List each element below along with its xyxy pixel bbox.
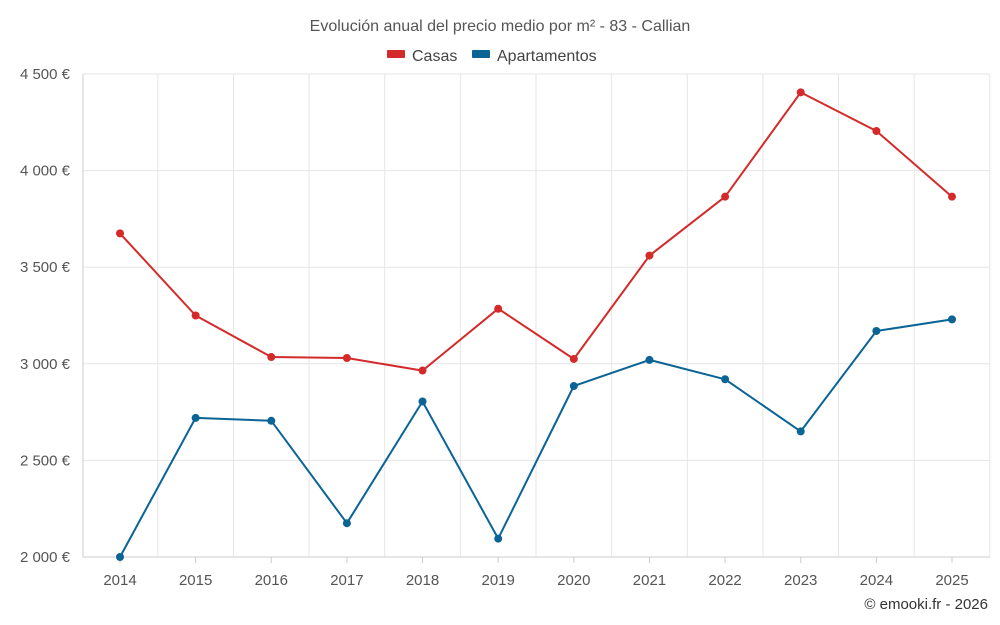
series-line-casas <box>119 91 953 372</box>
x-tick-label: 2025 <box>935 572 968 589</box>
legend: Casas Apartamentos <box>387 48 597 65</box>
legend-label-casas: Casas <box>412 48 457 65</box>
legend-item-casas[interactable]: Casas <box>387 48 457 65</box>
x-tick-label: 2015 <box>179 572 212 589</box>
y-tick-label: 3 500 € <box>20 259 71 276</box>
y-tick-label: 2 500 € <box>20 452 71 469</box>
series <box>116 88 956 561</box>
data-point-apartamentos[interactable] <box>418 397 427 406</box>
data-point-apartamentos[interactable] <box>948 315 956 324</box>
data-point-casas[interactable] <box>494 304 503 313</box>
data-point-apartamentos[interactable] <box>116 553 124 561</box>
x-tick-label: 2017 <box>330 572 363 589</box>
data-point-casas[interactable] <box>948 192 956 201</box>
data-point-casas[interactable] <box>116 229 124 238</box>
data-point-apartamentos[interactable] <box>494 534 503 543</box>
y-tick-label: 3 000 € <box>20 356 71 373</box>
data-point-apartamentos[interactable] <box>872 326 881 335</box>
x-tick-label: 2024 <box>860 572 893 589</box>
chart-title: Evolución anual del precio medio por m² … <box>310 18 691 35</box>
series-line-apartamentos <box>119 318 953 558</box>
data-point-apartamentos[interactable] <box>569 382 578 391</box>
y-tick-label: 2 000 € <box>20 549 71 566</box>
y-tick-label: 4 000 € <box>20 163 71 180</box>
axes: 2 000 € 2 500 € 3 000 € 3 500 € 4 000 € 4 500… <box>20 66 990 589</box>
data-point-casas[interactable] <box>721 192 730 201</box>
legend-swatch-apartamentos <box>472 50 490 58</box>
x-tick-label: 2022 <box>708 572 741 589</box>
x-tick-label: 2018 <box>406 572 439 589</box>
x-tick-label: 2023 <box>784 572 817 589</box>
data-point-casas[interactable] <box>872 126 881 135</box>
x-tick-label: 2021 <box>633 572 666 589</box>
data-point-casas[interactable] <box>191 311 200 320</box>
data-point-casas[interactable] <box>796 88 805 97</box>
data-point-apartamentos[interactable] <box>796 427 805 436</box>
x-tick-label: 2020 <box>557 572 590 589</box>
legend-label-apartamentos: Apartamentos <box>497 48 597 65</box>
grid <box>83 73 991 557</box>
data-point-apartamentos[interactable] <box>267 416 276 425</box>
data-point-casas[interactable] <box>342 354 351 363</box>
data-point-apartamentos[interactable] <box>191 413 200 422</box>
x-tick-label: 2019 <box>481 572 514 589</box>
credit-text: © emooki.fr - 2026 <box>864 596 988 613</box>
x-tick-label: 2016 <box>255 572 288 589</box>
data-point-casas[interactable] <box>267 353 276 362</box>
data-point-apartamentos[interactable] <box>721 375 730 384</box>
x-tick-label: 2014 <box>103 572 136 589</box>
y-tick-label: 4 500 € <box>20 66 71 83</box>
legend-item-apartamentos[interactable]: Apartamentos <box>472 48 597 65</box>
data-point-apartamentos[interactable] <box>342 519 351 528</box>
data-point-casas[interactable] <box>645 251 654 260</box>
data-point-casas[interactable] <box>418 366 427 375</box>
data-point-casas[interactable] <box>569 354 578 363</box>
legend-swatch-casas <box>387 50 405 58</box>
data-point-apartamentos[interactable] <box>645 355 654 364</box>
